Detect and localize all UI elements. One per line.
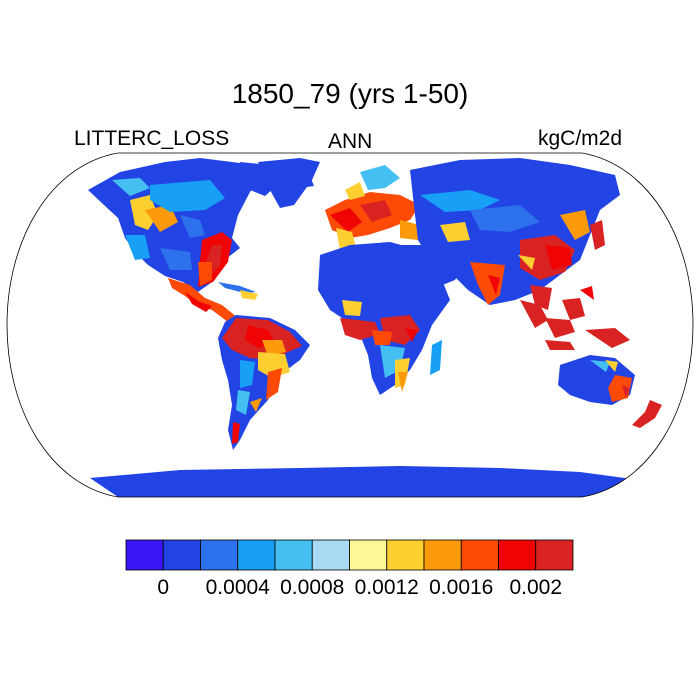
- colorbar-swatch-11: [535, 539, 574, 571]
- africa: [318, 242, 450, 395]
- colorbar-swatch-2: [200, 539, 239, 571]
- greenland: [258, 158, 320, 208]
- colorbar-tick-label: 0.0012: [354, 576, 419, 599]
- variable-label: LITTERC_LOSS: [74, 127, 230, 150]
- colorbar-tick-label: 0.002: [509, 576, 563, 599]
- colorbar-tick-label: 0.0004: [205, 576, 270, 599]
- colorbar-tick-label: 0.0008: [280, 576, 345, 599]
- colorbar-swatch-0: [125, 539, 164, 571]
- colorbar: [125, 539, 574, 571]
- colorbar-swatch-6: [349, 539, 388, 571]
- colorbar-swatch-10: [498, 539, 537, 571]
- new-zealand: [632, 400, 662, 428]
- colorbar-swatch-1: [162, 539, 201, 571]
- map-land: [88, 158, 662, 497]
- colorbar-tick-label: 0.0016: [429, 576, 494, 599]
- units-label: kgC/m2d: [538, 127, 623, 150]
- map-border: [6, 152, 694, 498]
- iceland: [296, 176, 314, 188]
- colorbar-swatch-4: [274, 539, 313, 571]
- season-label: ANN: [328, 130, 373, 153]
- australia: [558, 355, 635, 405]
- asia: [398, 158, 620, 310]
- colorbar-swatch-9: [460, 539, 499, 571]
- antarctica: [90, 466, 640, 497]
- colorbar-swatch-7: [386, 539, 425, 571]
- europe: [325, 165, 420, 250]
- central-america: [168, 278, 258, 322]
- colorbar-swatch-3: [237, 539, 276, 571]
- colorbar-tick-label: 0: [157, 576, 170, 599]
- maritime-southeast-asia: [520, 286, 630, 350]
- map-title: 1850_79 (yrs 1-50): [231, 78, 469, 109]
- colorbar-swatch-5: [311, 539, 350, 571]
- colorbar-swatch-8: [423, 539, 462, 571]
- south-america: [218, 315, 310, 450]
- north-america: [88, 158, 285, 292]
